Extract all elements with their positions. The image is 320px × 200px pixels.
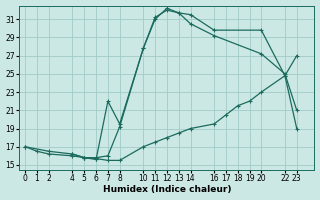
X-axis label: Humidex (Indice chaleur): Humidex (Indice chaleur) — [103, 185, 231, 194]
